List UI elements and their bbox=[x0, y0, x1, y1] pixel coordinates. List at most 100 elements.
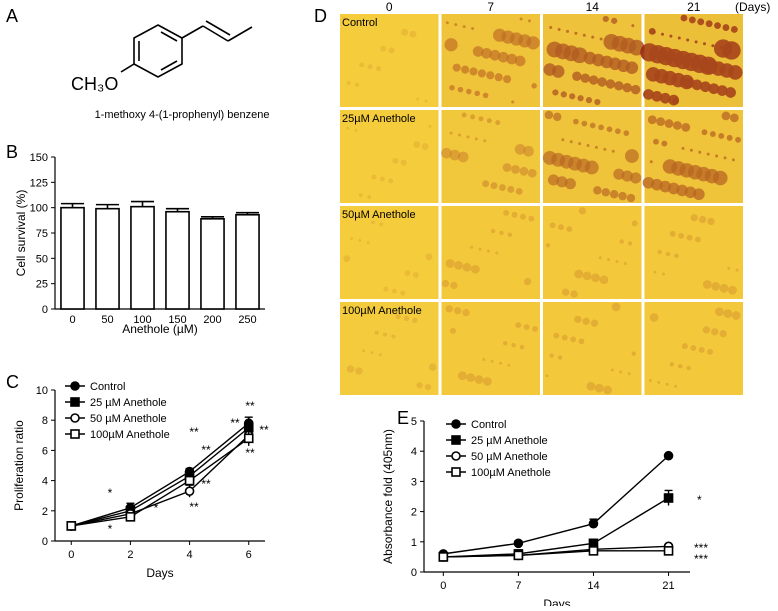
stain-speck bbox=[454, 261, 463, 270]
significance-mark: ** bbox=[201, 443, 211, 457]
stain-speck bbox=[603, 33, 620, 50]
stain-speck bbox=[457, 86, 464, 93]
stain-speck bbox=[400, 159, 407, 166]
stain-speck bbox=[591, 273, 600, 283]
stain-speck bbox=[403, 315, 410, 322]
stain-speck bbox=[719, 330, 727, 338]
stain-speck bbox=[477, 69, 486, 78]
stain-speck bbox=[413, 141, 421, 148]
series-line bbox=[443, 497, 669, 558]
stain-speck bbox=[523, 145, 534, 157]
compound-caption: 1-methoxy 4-(1-prophenyl) benzene bbox=[95, 109, 270, 121]
stain-speck bbox=[445, 305, 453, 313]
x-tick-label: 100 bbox=[133, 314, 151, 326]
x-tick-label: 0 bbox=[68, 549, 74, 561]
y-tick-label: 100 bbox=[30, 203, 48, 215]
stain-speck bbox=[645, 67, 661, 82]
stain-speck bbox=[705, 20, 713, 28]
stain-speck bbox=[490, 182, 498, 190]
data-point bbox=[125, 512, 136, 522]
stain-speck bbox=[581, 120, 588, 127]
stain-speck bbox=[590, 319, 599, 327]
stain-speck bbox=[378, 353, 382, 357]
legend-marker bbox=[451, 451, 461, 461]
micrograph-tile bbox=[441, 206, 540, 299]
day-header: 21 bbox=[687, 0, 701, 14]
stain-speck bbox=[379, 176, 385, 182]
stain-speck bbox=[457, 371, 467, 381]
stain-speck bbox=[686, 38, 690, 42]
stain-speck bbox=[561, 138, 565, 142]
stain-speck bbox=[574, 269, 584, 279]
stain-speck bbox=[657, 249, 662, 255]
data-point bbox=[438, 552, 449, 562]
stain-speck bbox=[470, 264, 480, 274]
stain-speck bbox=[594, 145, 598, 149]
bar bbox=[200, 218, 225, 310]
y-tick-label: 5 bbox=[411, 416, 417, 428]
significance-mark: * bbox=[697, 493, 702, 507]
x-tick-label: 150 bbox=[168, 314, 186, 326]
stain-speck bbox=[441, 147, 452, 159]
stain-wash bbox=[441, 302, 540, 395]
stain-speck bbox=[391, 334, 396, 339]
stain-speck bbox=[553, 112, 562, 122]
significance-mark: * bbox=[108, 486, 113, 500]
stain-speck bbox=[622, 83, 632, 93]
stain-speck bbox=[444, 38, 458, 52]
panel-b: B 0 25 50 75 100 125 150 0 50 100 150 200 250 Anethol… bbox=[6, 142, 265, 336]
stain-speck bbox=[669, 230, 676, 237]
stain-speck bbox=[486, 118, 492, 124]
stain-speck bbox=[678, 232, 685, 239]
stain-speck bbox=[482, 92, 489, 99]
y-tick-label: 0 bbox=[42, 536, 48, 548]
stain-speck bbox=[718, 133, 725, 139]
stain-speck bbox=[582, 271, 592, 281]
y-tick-label: 2 bbox=[42, 506, 48, 518]
stain-speck bbox=[474, 375, 484, 384]
stain-speck bbox=[615, 260, 619, 264]
stain-speck bbox=[502, 341, 508, 346]
significance-mark: * bbox=[108, 522, 113, 536]
stain-speck bbox=[462, 25, 466, 29]
x-tick-label: 7 bbox=[515, 580, 521, 592]
stain-speck bbox=[461, 65, 470, 74]
stain-speck bbox=[594, 383, 604, 393]
stain-speck bbox=[649, 160, 653, 164]
stain-speck bbox=[519, 213, 526, 220]
microscopy-grid: 0 7 14 21 Control 25µM Anethole 50µM Anethole 1… bbox=[340, 0, 743, 395]
stain-wash bbox=[644, 14, 743, 107]
legend-marker bbox=[70, 381, 80, 391]
stain-speck bbox=[665, 382, 669, 386]
methoxy-label: CH₃O bbox=[71, 74, 118, 94]
stain-speck bbox=[371, 174, 377, 180]
stain-speck bbox=[466, 135, 470, 139]
x-tick-label: 6 bbox=[246, 549, 252, 561]
stain-speck bbox=[657, 380, 661, 384]
stain-speck bbox=[474, 137, 478, 141]
stain-speck bbox=[346, 126, 350, 130]
stain-speck bbox=[647, 115, 657, 125]
stain-speck bbox=[486, 249, 490, 253]
stain-speck bbox=[359, 62, 365, 68]
series-line bbox=[71, 434, 250, 527]
stain-speck bbox=[507, 232, 513, 238]
stain-speck bbox=[401, 28, 409, 36]
stain-speck bbox=[606, 126, 613, 133]
y-tick-label: 75 bbox=[36, 228, 48, 240]
stain-speck bbox=[702, 326, 711, 334]
legend-marker bbox=[70, 397, 80, 407]
stain-speck bbox=[715, 154, 719, 158]
stain-speck bbox=[642, 176, 655, 189]
stain-speck bbox=[556, 176, 568, 188]
stain-speck bbox=[494, 73, 503, 82]
stain-speck bbox=[708, 83, 720, 95]
y-tick-label: 4 bbox=[42, 476, 48, 488]
stain-speck bbox=[557, 355, 563, 360]
stain-speck bbox=[546, 41, 563, 58]
stain-speck bbox=[619, 239, 624, 244]
stain-speck bbox=[574, 31, 578, 35]
stain-speck bbox=[731, 311, 741, 320]
stain-speck bbox=[342, 16, 346, 20]
stain-speck bbox=[610, 368, 614, 372]
